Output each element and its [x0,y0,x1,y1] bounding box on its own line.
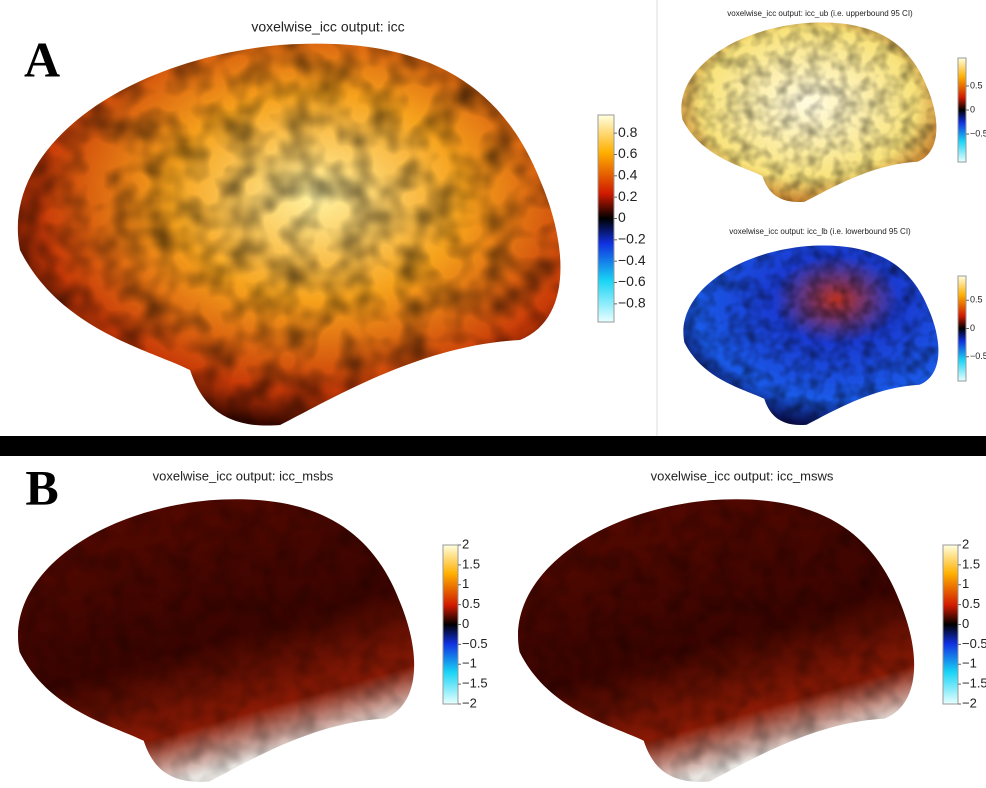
colorbar-tick-label: 1 [462,576,469,591]
colorbar-tick-label: 0.6 [618,145,638,161]
panel-title: voxelwise_icc output: icc_ub (i.e. upper… [727,9,913,18]
panel-title: voxelwise_icc output: icc_lb (i.e. lower… [729,227,911,236]
colorbar-tick-label: 0.8 [618,124,638,140]
brain-surface [681,22,937,203]
brain-surface [18,499,415,782]
colorbar-tick-label: −2 [462,695,477,710]
colorbar-tick-label: 0.5 [462,596,480,611]
colorbar [957,57,967,163]
colorbar-tick-label: 0.4 [618,167,638,183]
colorbar-tick-label: −0.5 [962,636,986,651]
colorbar [597,114,615,323]
colorbar-tick-label: −0.5 [970,128,986,138]
colorbar-tick-label: −0.5 [462,636,488,651]
panel-title: voxelwise_icc output: icc [251,19,404,35]
brain-surface [683,245,939,426]
colorbar-tick-label: 0.2 [618,188,638,204]
colorbar-tick-label: 0 [618,209,626,225]
colorbar-tick-label: 0.5 [970,295,983,305]
colorbar-tick-label: 0 [962,616,969,631]
brain-surface [17,43,561,426]
colorbar [957,275,967,382]
colorbar-tick-label: 0.5 [962,596,980,611]
colorbar-tick-label: −1.5 [962,676,986,691]
colorbar-tick-label: 1.5 [462,556,480,571]
separator-band [0,436,986,456]
colorbar-tick-label: −0.4 [618,252,646,268]
colorbar-tick-label: −0.6 [618,273,646,289]
colorbar-tick-label: 2 [962,536,969,551]
colorbar-tick-label: 0.5 [970,80,983,90]
colorbar-tick-label: 1 [962,576,969,591]
colorbar-tick-label: −0.2 [618,231,646,247]
colorbar-tick-label: 2 [462,536,469,551]
panel-title: voxelwise_icc output: icc_msbs [153,468,334,483]
colorbar-tick-label: −1 [462,656,477,671]
colorbar-tick-label: −0.8 [618,295,646,311]
panel-label: A [24,31,60,87]
colorbar-tick-label: −2 [962,695,977,710]
colorbar-tick-label: 1.5 [962,556,980,571]
colorbar-tick-label: 0 [462,616,469,631]
colorbar-tick-label: 0 [970,323,975,333]
panel-title: voxelwise_icc output: icc_msws [651,468,834,483]
colorbar [942,544,959,705]
colorbar-tick-label: −1 [962,656,977,671]
panel-label: B [25,459,58,515]
colorbar [442,544,459,705]
colorbar-tick-label: 0 [970,104,975,114]
colorbar-tick-label: −0.5 [970,351,986,361]
colorbar-tick-label: −1.5 [462,676,488,691]
brain-surface [518,499,915,782]
